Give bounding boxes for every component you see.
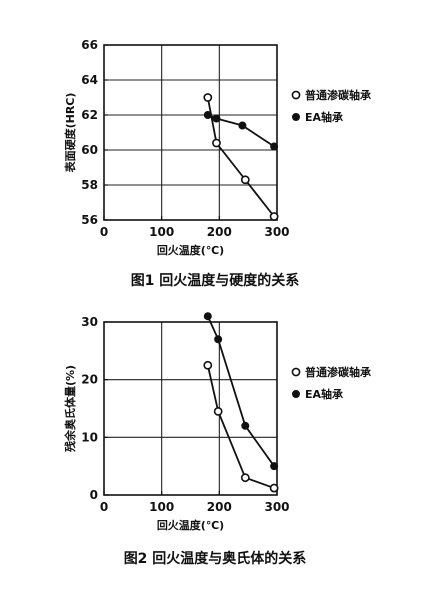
- y-tick-label: 62: [81, 108, 98, 122]
- y-tick-label: 66: [81, 38, 98, 52]
- data-point: [203, 93, 213, 102]
- data-point: [269, 483, 279, 493]
- figure-1: 0 100 200 300 56 58 60 62 64 66 回火温度(℃) 表面硬度(HRC) 普通…: [63, 38, 372, 289]
- legend-marker: [291, 367, 301, 377]
- data-point: [203, 312, 212, 321]
- data-point: [212, 138, 221, 148]
- x-tick-label: 100: [149, 500, 174, 514]
- legend-marker: [291, 113, 300, 122]
- y-tick-label: 0: [90, 488, 98, 502]
- legend-label: 普通渗碳轴承: [305, 365, 372, 379]
- series-line: [206, 97, 275, 218]
- data-point: [240, 175, 250, 185]
- y-tick-label: 58: [81, 178, 98, 192]
- series-line: [206, 365, 275, 489]
- y-tick-label: 60: [81, 143, 98, 157]
- x-tick-label: 0: [100, 500, 108, 514]
- y-axis-title: 表面硬度(HRC): [63, 93, 77, 174]
- data-point: [213, 406, 223, 416]
- x-axis-title: 回火温度(℃): [157, 518, 224, 532]
- data-point: [269, 212, 279, 221]
- x-tick-label: 0: [100, 225, 108, 239]
- figure-2-caption: 图2 回火温度与奥氏体的关系: [123, 551, 307, 567]
- data-point: [270, 462, 279, 471]
- figure-2: 0 100 200 300 0 10 20 30 回火温度(℃) 残余奥氏体量(%) 普通渗碳轴承 E…: [0, 300, 430, 596]
- y-tick-label: 30: [81, 315, 98, 329]
- data-point: [241, 421, 250, 430]
- data-point: [203, 111, 212, 120]
- austenite-chart: 0 100 200 300 0 10 20 30 回火温度(℃) 残余奥氏体量(%) 普通渗碳轴承 E…: [63, 312, 372, 532]
- y-tick-label: 10: [81, 430, 98, 444]
- data-point: [270, 142, 279, 151]
- series-line: [207, 114, 275, 148]
- x-tick-label: 200: [207, 225, 232, 239]
- data-point: [238, 121, 247, 130]
- x-axis-title: 回火温度(℃): [157, 243, 224, 257]
- y-tick-label: 64: [81, 73, 98, 87]
- hardness-chart: 0 100 200 300 56 58 60 62 64 66 回火温度(℃) 表面硬度(HRC) 普通…: [63, 38, 372, 257]
- x-tick-label: 200: [207, 500, 232, 514]
- x-tick-label: 300: [264, 225, 289, 239]
- legend-label: EA轴承: [305, 387, 344, 401]
- data-point: [203, 360, 213, 370]
- data-point: [214, 335, 223, 344]
- y-axis-title: 残余奥氏体量(%): [63, 365, 77, 452]
- series-line: [206, 315, 275, 467]
- figure-1-caption: 图1 回火温度与硬度的关系: [130, 273, 300, 289]
- data-point: [212, 114, 221, 123]
- legend-label: 普通渗碳轴承: [305, 88, 372, 102]
- plot-frame: [103, 44, 278, 221]
- y-tick-label: 20: [81, 373, 98, 387]
- legend-marker: [291, 390, 300, 399]
- plot-frame: [103, 321, 278, 496]
- legend-label: EA轴承: [305, 110, 344, 124]
- data-point: [240, 473, 250, 483]
- x-tick-label: 300: [264, 500, 289, 514]
- x-tick-label: 100: [149, 225, 174, 239]
- legend-marker: [291, 90, 301, 100]
- y-tick-label: 56: [81, 213, 98, 227]
